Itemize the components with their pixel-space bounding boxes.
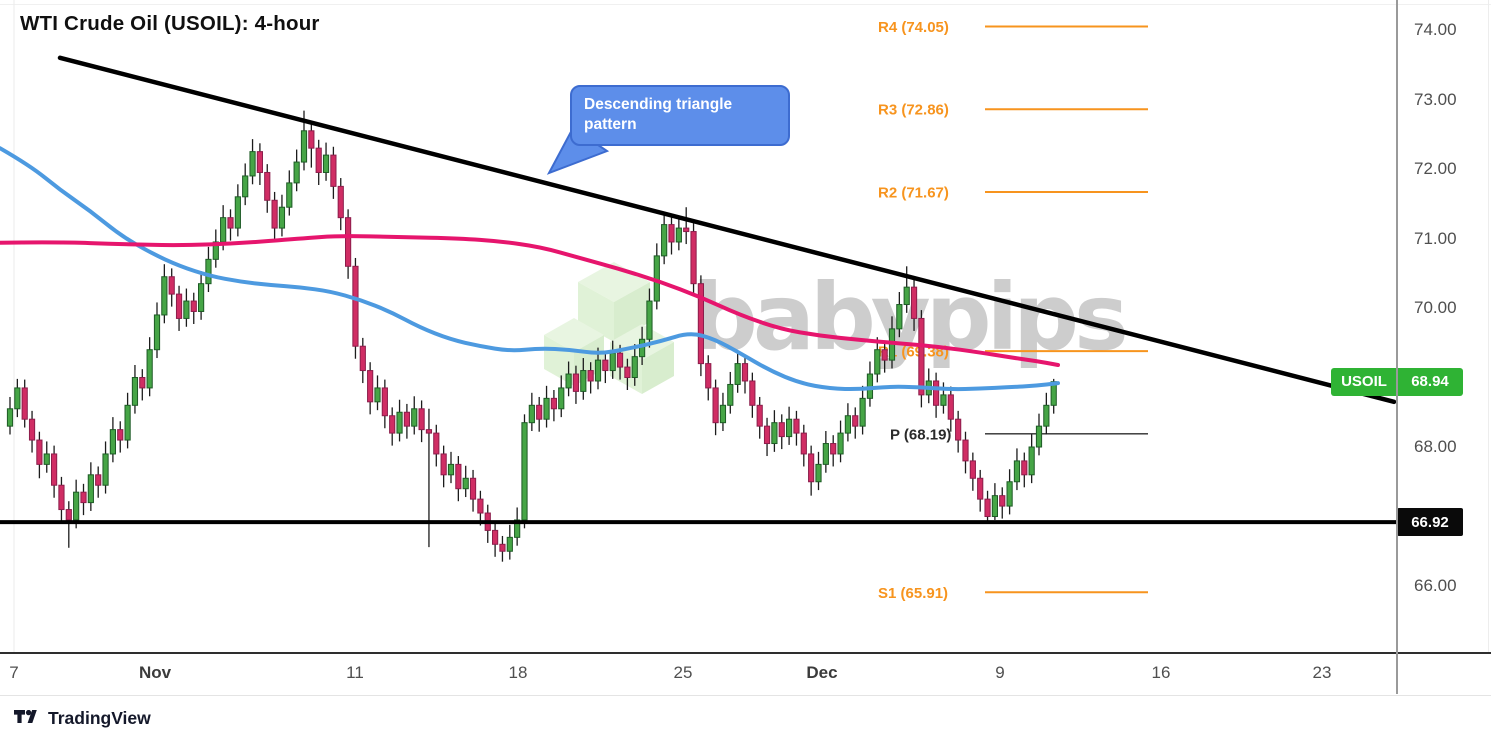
price-tick-68.00: 68.00 xyxy=(1414,437,1457,456)
time-tick-18: 18 xyxy=(508,663,528,682)
moving-average-blue[interactable] xyxy=(0,146,1060,392)
time-tick-Dec: Dec xyxy=(806,663,838,682)
time-tick-16: 16 xyxy=(1151,663,1171,682)
pivot-label-S1: S1 (65.91) xyxy=(878,585,948,602)
pivot-label-P: P (68.19) xyxy=(890,426,951,443)
support-level-badge: 66.92 xyxy=(1397,508,1463,537)
price-tick-73.00: 73.00 xyxy=(1414,89,1457,109)
time-tick-11: 11 xyxy=(346,663,364,682)
price-tick-70.00: 70.00 xyxy=(1414,298,1457,317)
price-axis-separator[interactable] xyxy=(1396,0,1398,694)
chart-title: WTI Crude Oil (USOIL): 4-hour xyxy=(20,12,320,35)
price-tick-72.00: 72.00 xyxy=(1414,159,1457,178)
footer: TradingView xyxy=(0,694,1491,751)
tradingview-logo[interactable]: TradingView xyxy=(14,708,151,729)
descending-trendline[interactable] xyxy=(57,55,1397,405)
time-axis[interactable]: 7 Nov 11 18 25 Dec 9 16 23 xyxy=(0,652,1491,696)
time-tick-9: 9 xyxy=(995,663,1005,682)
callout-bubble[interactable]: Descending triangle pattern xyxy=(570,85,790,146)
last-price-badge-symbol: USOIL xyxy=(1341,373,1387,391)
time-tick-Nov: Nov xyxy=(138,663,172,682)
candlestick-chart[interactable]: R4 (74.05) R3 (72.86) R2 (71.67) R1 (69.38)… xyxy=(0,0,1397,652)
right-border xyxy=(1488,0,1489,694)
tradingview-label: TradingView xyxy=(48,708,151,728)
watermark-text: babypips xyxy=(692,264,1129,371)
pivot-label-R2: R2 (71.67) xyxy=(878,184,949,201)
price-tick-71.00: 71.00 xyxy=(1414,228,1457,248)
time-tick-23: 23 xyxy=(1312,663,1332,682)
moving-average-pink[interactable] xyxy=(0,234,1060,367)
candles-series xyxy=(6,110,1057,562)
chart-canvas: R4 (74.05)R3 (72.86)R2 (71.67)R1 (69.38)… xyxy=(0,0,1397,652)
pivot-label-R4: R4 (74.05) xyxy=(878,19,949,36)
last-price-badge-value: 68.94 xyxy=(1411,373,1449,391)
annotation-callout[interactable]: Descending triangle pattern xyxy=(540,85,800,185)
time-tick-7: 7 xyxy=(9,663,19,682)
callout-text-line2: pattern xyxy=(584,115,637,133)
pivot-levels: R4 (74.05)R3 (72.86)R2 (71.67)R1 (69.38)… xyxy=(878,19,1148,602)
callout-text-line1: Descending triangle xyxy=(584,96,733,113)
price-tick-66.00: 66.00 xyxy=(1414,576,1457,595)
price-tick-74.00: 74.00 xyxy=(1414,20,1457,39)
support-level-value: 66.92 xyxy=(1411,513,1449,531)
chart-pane[interactable]: babypips R4 (74.05) R3 (72.86) R2 (71.67) R… xyxy=(0,0,1397,652)
time-tick-25: 25 xyxy=(673,663,693,682)
pivot-label-R3: R3 (72.86) xyxy=(878,102,949,119)
top-border xyxy=(0,4,1491,5)
price-axis[interactable]: 74.00 73.00 72.00 71.00 70.00 68.00 66.00 xyxy=(1396,0,1491,652)
tradingview-icon xyxy=(14,709,37,723)
